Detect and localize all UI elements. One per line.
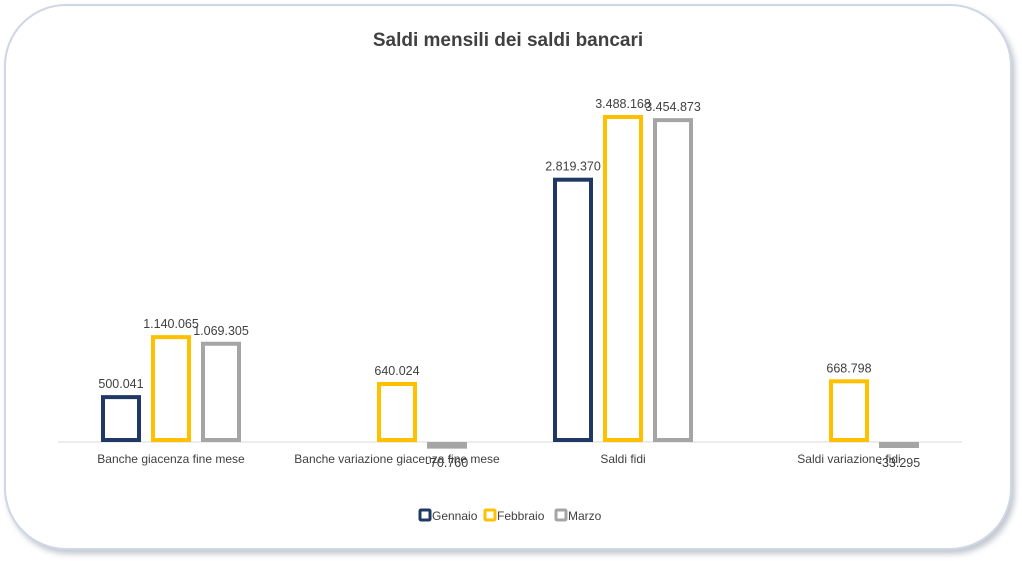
bar-febbraio-2 xyxy=(377,382,417,442)
data-label: 3.488.168 xyxy=(595,97,651,111)
bar-marzo-3 xyxy=(653,118,693,443)
legend-label-gennaio: Gennaio xyxy=(432,509,478,523)
bar-febbraio-3 xyxy=(603,115,643,442)
category-label: Saldi variazione fidi xyxy=(797,452,900,466)
data-label: 3.454.873 xyxy=(645,100,701,114)
legend-swatch-febbraio xyxy=(483,508,497,522)
category-label: Saldi fidi xyxy=(600,452,645,466)
data-label: 2.819.370 xyxy=(545,160,601,174)
legend-label-marzo: Marzo xyxy=(568,509,602,523)
data-label: 1.140.065 xyxy=(143,317,199,331)
legend-label-febbraio: Febbraio xyxy=(497,509,545,523)
bar-gennaio-3 xyxy=(553,177,593,442)
legend-swatch-marzo xyxy=(554,508,568,522)
bar-gennaio-1 xyxy=(101,395,141,442)
legend-swatch-gennaio xyxy=(418,508,432,522)
bar-marzo-1 xyxy=(201,341,241,442)
category-label: Banche giacenza fine mese xyxy=(97,452,245,466)
bar-marzo-2 xyxy=(427,442,467,449)
bar-febbraio-1 xyxy=(151,335,191,442)
data-label: 640.024 xyxy=(374,364,419,378)
chart-card xyxy=(4,4,1012,550)
bar-marzo-4 xyxy=(879,442,919,448)
data-label: -70.760 xyxy=(426,456,468,470)
data-label: -33.295 xyxy=(878,456,920,470)
category-label: Banche variazione giacenza fine mese xyxy=(294,452,500,466)
data-label: 500.041 xyxy=(98,377,143,391)
data-label: 1.069.305 xyxy=(193,324,249,338)
bar-febbraio-4 xyxy=(829,379,869,442)
data-label: 668.798 xyxy=(826,361,871,375)
chart-title: Saldi mensili dei saldi bancari xyxy=(373,30,643,51)
legend: Gennaio Febbraio Marzo xyxy=(418,508,602,523)
